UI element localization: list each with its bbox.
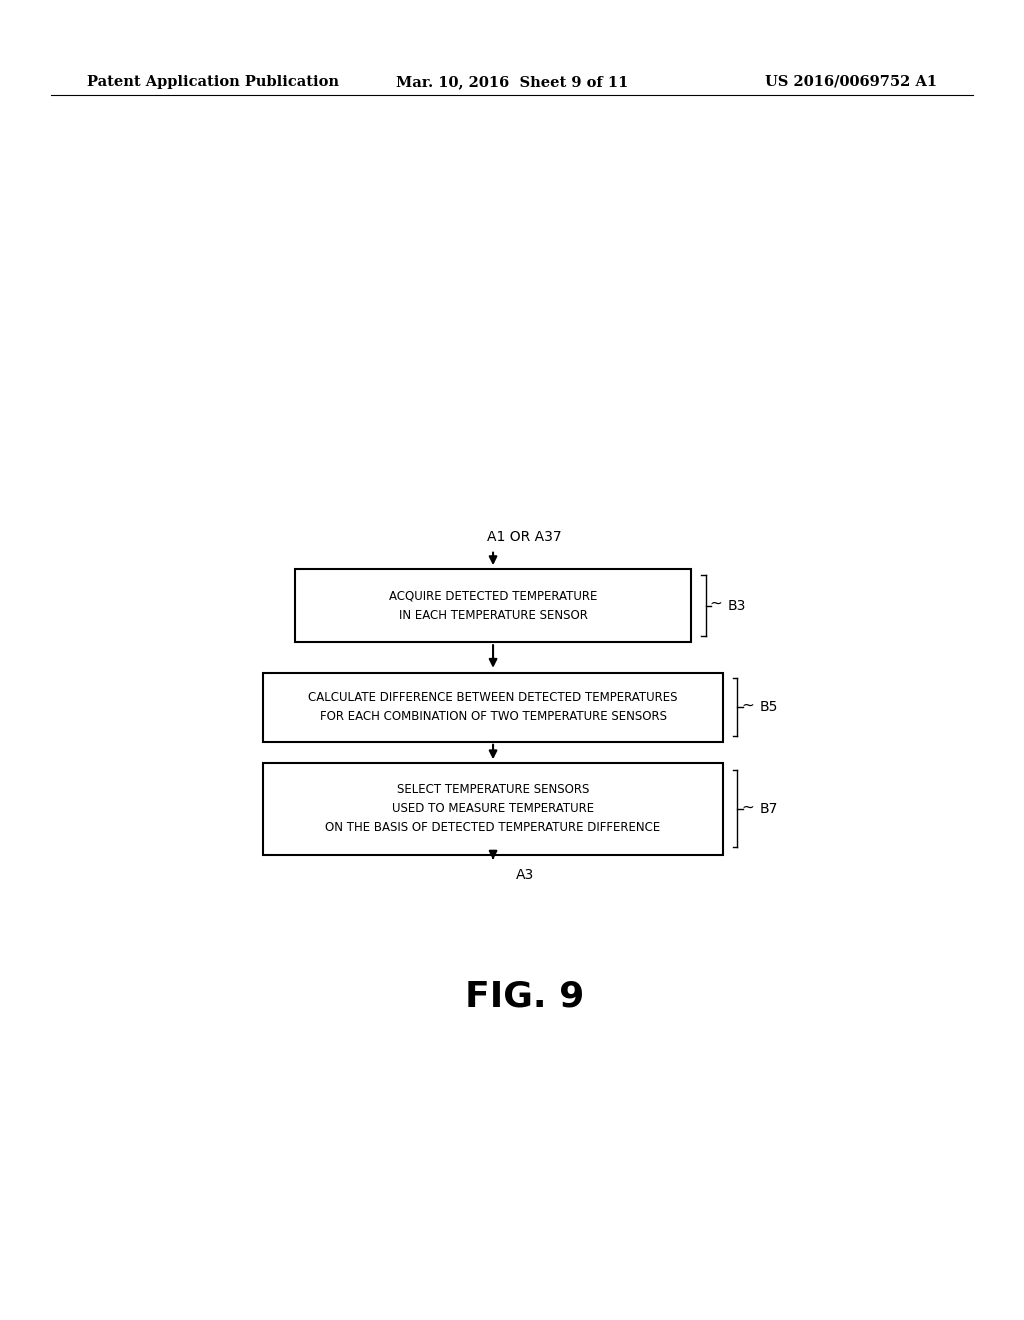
Text: ~: ~ (710, 597, 722, 611)
Text: A3: A3 (516, 869, 534, 882)
Text: Patent Application Publication: Patent Application Publication (87, 75, 339, 88)
Text: US 2016/0069752 A1: US 2016/0069752 A1 (765, 75, 937, 88)
Bar (263, 763, 723, 854)
Text: B7: B7 (760, 801, 778, 816)
Text: CALCULATE DIFFERENCE BETWEEN DETECTED TEMPERATURES
FOR EACH COMBINATION OF TWO T: CALCULATE DIFFERENCE BETWEEN DETECTED TE… (308, 692, 678, 723)
Text: ~: ~ (741, 800, 754, 814)
Text: A1 OR A37: A1 OR A37 (487, 529, 562, 544)
Bar (295, 569, 691, 643)
Text: FIG. 9: FIG. 9 (465, 979, 585, 1014)
Text: B3: B3 (728, 598, 746, 612)
Bar (263, 673, 723, 742)
Text: B5: B5 (760, 700, 778, 714)
Text: SELECT TEMPERATURE SENSORS
USED TO MEASURE TEMPERATURE
ON THE BASIS OF DETECTED : SELECT TEMPERATURE SENSORS USED TO MEASU… (326, 783, 660, 834)
Text: ACQUIRE DETECTED TEMPERATURE
IN EACH TEMPERATURE SENSOR: ACQUIRE DETECTED TEMPERATURE IN EACH TEM… (389, 590, 597, 622)
Text: Mar. 10, 2016  Sheet 9 of 11: Mar. 10, 2016 Sheet 9 of 11 (396, 75, 628, 88)
Text: ~: ~ (741, 698, 754, 713)
